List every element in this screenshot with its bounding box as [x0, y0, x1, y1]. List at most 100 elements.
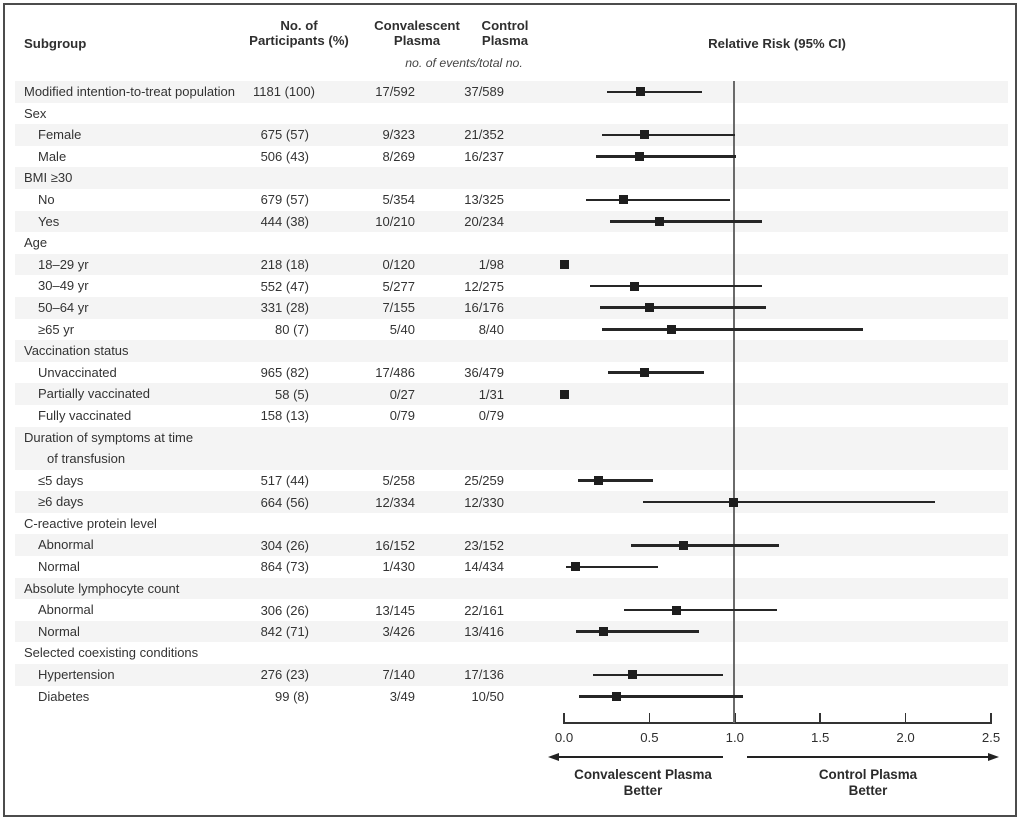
convalescent-events-value: 0/79 [389, 408, 415, 424]
plot-cell [505, 340, 1008, 362]
control-events-value: 17/136 [464, 667, 504, 683]
confidence-interval-line [601, 133, 735, 137]
subgroup-heading-line2: of transfusion [47, 451, 126, 467]
plot-cell [505, 254, 1008, 276]
axis-tick [904, 713, 907, 723]
table-row: Diabetes 99 (8) 3/49 10/50 [15, 686, 1008, 708]
subgroup-heading: Sex [24, 105, 47, 121]
table-row: Selected coexisting conditions [15, 642, 1008, 664]
convalescent-events-value: 9/323 [382, 127, 415, 143]
column-header-convalescent-line1: Convalescent [374, 18, 460, 33]
confidence-interval-line [593, 673, 723, 677]
convalescent-events-value: 8/269 [382, 149, 415, 165]
x-axis-line [563, 722, 992, 724]
subgroup-label: ≤5 days [38, 472, 84, 488]
subgroup-label: Male [38, 148, 67, 164]
control-events-value: 16/237 [464, 149, 504, 165]
subgroup-heading: Duration of symptoms at time of transfusi… [15, 427, 253, 470]
plot-strip [564, 578, 991, 600]
confidence-interval-line [575, 630, 699, 633]
axis-tick [734, 713, 736, 723]
participants-value: 80 (7) [275, 321, 309, 337]
column-header-participants: No. of Participants (%) [249, 18, 349, 48]
participants-value: 304 (26) [260, 537, 309, 553]
plot-strip [564, 297, 991, 319]
convalescent-events-value: 1/430 [382, 559, 415, 575]
column-header-participants-line2: Participants (%) [249, 33, 349, 48]
convalescent-events-value: 12/334 [375, 494, 415, 510]
point-estimate-marker [619, 195, 629, 205]
table-row: BMI ≥30 [15, 167, 1008, 189]
plot-strip [564, 534, 991, 556]
control-events-value: 12/330 [464, 494, 504, 510]
subgroup-label: 30–49 yr [38, 278, 89, 294]
plot-strip [564, 405, 991, 427]
confidence-interval-line [623, 608, 778, 612]
left-better-label: Convalescent Plasma Better [574, 767, 712, 799]
subgroup-label: Fully vaccinated [38, 407, 132, 423]
control-events-value: 1/31 [478, 386, 504, 402]
control-events-value: 12/275 [464, 278, 504, 294]
confidence-interval-line [565, 565, 658, 569]
right-better-line1: Control Plasma [818, 767, 918, 782]
point-estimate-marker [679, 540, 689, 550]
confidence-interval-line [606, 90, 703, 94]
subgroup-label: Hypertension [38, 667, 115, 683]
confidence-interval-line [577, 479, 653, 482]
table-row: No 679 (57) 5/354 13/325 [15, 189, 1008, 211]
control-events-value: 13/416 [464, 624, 504, 640]
plot-cell [505, 642, 1008, 664]
convalescent-events-value: 0/120 [382, 257, 415, 273]
subgroup-label: ≥6 days [38, 494, 84, 510]
subgroup-heading: Age [24, 235, 48, 251]
subgroup-label: 18–29 yr [38, 256, 89, 272]
table-row: Abnormal 304 (26) 16/152 23/152 [15, 534, 1008, 557]
subgroup-heading-line1: Duration of symptoms at time [24, 429, 194, 445]
control-events-value: 21/352 [464, 127, 504, 143]
point-estimate-marker [672, 605, 682, 615]
table-row: ≤5 days 517 (44) 5/258 25/259 [15, 470, 1008, 492]
subgroup-label: 50–64 yr [38, 299, 89, 315]
table-row: Age [15, 232, 1008, 254]
plot-cell [505, 275, 1008, 297]
table-row: ≥65 yr 80 (7) 5/40 8/40 [15, 319, 1008, 341]
confidence-interval-line [589, 284, 763, 288]
table-row: Male 506 (43) 8/269 16/237 [15, 146, 1008, 168]
table-row: Yes 444 (38) 10/210 20/234 [15, 210, 1008, 233]
plot-cell [505, 232, 1008, 254]
point-estimate-marker [612, 691, 622, 701]
convalescent-events-value: 3/49 [389, 688, 415, 704]
point-estimate-marker [559, 389, 569, 399]
plot-cell [505, 556, 1008, 578]
point-estimate-marker [639, 130, 649, 140]
confidence-interval-line [630, 544, 780, 547]
table-row: Modified intention-to-treat population 11… [15, 81, 1008, 103]
column-header-control-line2: Plasma [481, 33, 529, 48]
right-better-label: Control Plasma Better [819, 767, 917, 799]
convalescent-events-value: 17/592 [375, 84, 415, 100]
table-row: Duration of symptoms at time of transfusi… [15, 426, 1008, 470]
point-estimate-marker [636, 87, 646, 97]
plot-strip [564, 275, 991, 297]
subgroup-label: Abnormal [38, 602, 94, 618]
convalescent-events-value: 13/145 [375, 602, 415, 618]
plot-strip [564, 664, 991, 686]
table-row: Vaccination status [15, 340, 1008, 362]
participants-value: 99 (8) [275, 688, 309, 704]
left-arrow-icon [548, 752, 559, 761]
control-events-value: 14/434 [464, 559, 504, 575]
plot-cell [505, 81, 1008, 103]
plot-cell [505, 297, 1008, 319]
point-estimate-marker [667, 324, 677, 334]
convalescent-events-value: 17/486 [375, 365, 415, 381]
plot-strip [564, 513, 991, 535]
subgroup-heading: Vaccination status [24, 343, 129, 359]
table-row: Fully vaccinated 158 (13) 0/79 0/79 [15, 405, 1008, 427]
participants-value: 552 (47) [260, 278, 309, 294]
participants-value: 444 (38) [260, 213, 309, 229]
axis-tick [563, 713, 565, 723]
confidence-interval-line [579, 695, 744, 698]
table-row: 18–29 yr 218 (18) 0/120 1/98 [15, 253, 1008, 276]
column-header-control: Control Plasma [482, 18, 529, 48]
axis-tick [990, 713, 992, 723]
